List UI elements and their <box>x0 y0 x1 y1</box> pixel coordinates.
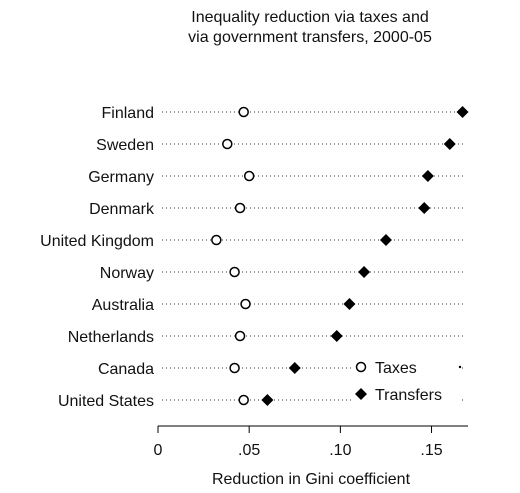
category-labels: Finland Sweden Germany Denmark United Kingdo… <box>40 105 155 410</box>
transfers-marker <box>418 202 431 214</box>
category-label: United States <box>58 393 154 410</box>
category-label: Sweden <box>96 137 154 154</box>
data-markers <box>211 106 469 406</box>
taxes-marker <box>211 234 222 246</box>
transfers-marker <box>456 106 469 118</box>
transfers-marker <box>379 234 392 246</box>
category-label: Netherlands <box>68 329 154 346</box>
x-axis-ticks: 0 .05 .10 .15 <box>154 426 443 459</box>
legend-background <box>351 356 459 408</box>
category-label: Norway <box>100 265 154 282</box>
taxes-marker <box>240 298 251 310</box>
category-label: Australia <box>92 297 154 314</box>
taxes-marker <box>238 394 249 406</box>
x-tick-label: .05 <box>238 442 260 459</box>
legend-taxes-symbol <box>355 361 367 373</box>
transfers-marker <box>358 266 371 278</box>
legend-transfers-label: Transfers <box>375 387 442 404</box>
x-axis-title: Reduction in Gini coefficient <box>212 471 411 488</box>
category-label: United Kingdom <box>40 233 154 250</box>
transfers-marker <box>443 138 456 150</box>
transfers-marker <box>343 298 356 310</box>
legend-corner-dot <box>458 365 462 369</box>
chart-title-line-2: via government transfers, 2000-05 <box>188 29 432 46</box>
category-label: Canada <box>98 361 154 378</box>
x-tick-label: .15 <box>420 442 442 459</box>
taxes-marker <box>234 202 246 214</box>
category-label: Finland <box>102 105 154 122</box>
legend-taxes-label: Taxes <box>375 360 417 377</box>
taxes-marker <box>243 170 255 182</box>
transfers-marker <box>421 170 434 182</box>
x-tick-label: .10 <box>329 442 351 459</box>
category-label: Denmark <box>89 201 155 218</box>
legend-transfers-symbol <box>355 388 367 400</box>
taxes-marker <box>229 362 240 374</box>
transfers-marker <box>288 362 301 374</box>
taxes-marker <box>238 106 249 118</box>
transfers-marker <box>330 330 343 342</box>
category-label: Germany <box>88 169 154 186</box>
taxes-marker <box>234 330 246 342</box>
legend: Taxes Transfers <box>351 356 462 408</box>
taxes-marker <box>229 266 240 278</box>
chart-title-line-1: Inequality reduction via taxes and <box>191 9 428 26</box>
taxes-marker <box>222 138 233 150</box>
x-tick-label: 0 <box>154 442 163 459</box>
transfers-marker <box>261 394 274 406</box>
